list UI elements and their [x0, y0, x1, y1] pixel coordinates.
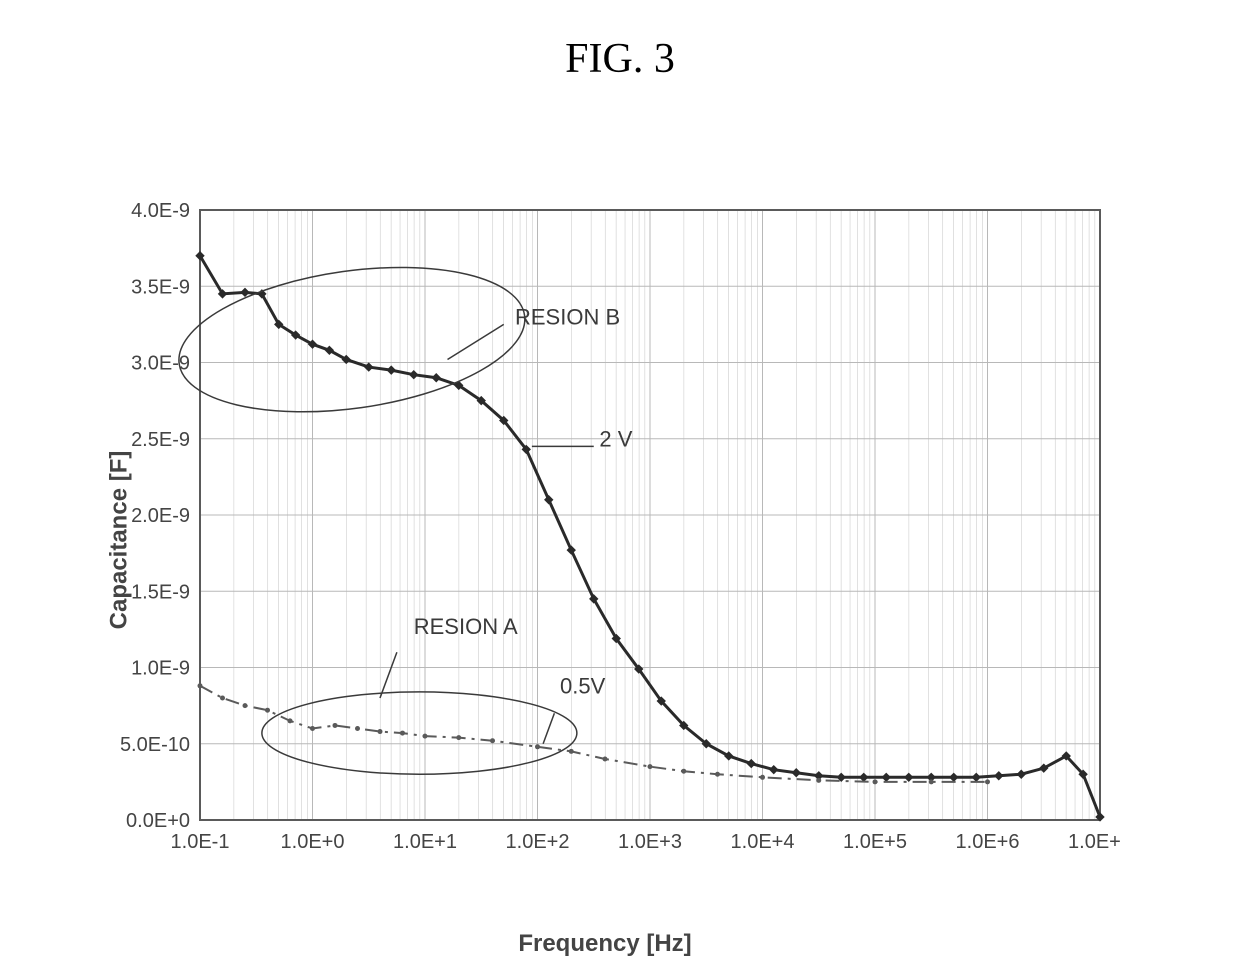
figure-title: FIG. 3	[0, 35, 1240, 83]
svg-text:5.0E-10: 5.0E-10	[120, 734, 190, 756]
svg-text:2.5E-9: 2.5E-9	[131, 429, 190, 451]
chart-container: Capacitance [F] 1.0E-1 1.0E+0 1.0E+1 1.0E+2…	[90, 200, 1120, 880]
chart-svg: 1.0E-1 1.0E+0 1.0E+1 1.0E+2 1.0E+3 1.0E+4 1.0E…	[90, 200, 1120, 880]
svg-text:1.0E+2: 1.0E+2	[506, 831, 570, 853]
annotation-region-b: RESION B	[515, 304, 620, 329]
svg-text:1.0E+0: 1.0E+0	[281, 831, 345, 853]
svg-text:1.0E+6: 1.0E+6	[956, 831, 1020, 853]
y-axis-label: Capacitance [F]	[105, 451, 133, 630]
svg-text:1.0E+7: 1.0E+7	[1068, 831, 1120, 853]
svg-text:4.0E-9: 4.0E-9	[131, 200, 190, 222]
svg-text:1.0E+3: 1.0E+3	[618, 831, 682, 853]
annotation-label-05v: 0.5V	[560, 673, 606, 698]
x-axis-label: Frequency [Hz]	[90, 930, 1120, 958]
annotation-region-a: RESION A	[414, 614, 518, 639]
annotation-label-2v: 2 V	[599, 426, 632, 451]
svg-text:1.0E-1: 1.0E-1	[171, 831, 230, 853]
svg-text:1.0E+4: 1.0E+4	[731, 831, 795, 853]
svg-text:1.0E+1: 1.0E+1	[393, 831, 457, 853]
svg-text:1.0E+5: 1.0E+5	[843, 831, 907, 853]
svg-text:1.5E-9: 1.5E-9	[131, 581, 190, 603]
svg-text:3.5E-9: 3.5E-9	[131, 276, 190, 298]
svg-text:2.0E-9: 2.0E-9	[131, 505, 190, 527]
svg-text:1.0E-9: 1.0E-9	[131, 658, 190, 680]
svg-text:0.0E+0: 0.0E+0	[126, 810, 190, 832]
